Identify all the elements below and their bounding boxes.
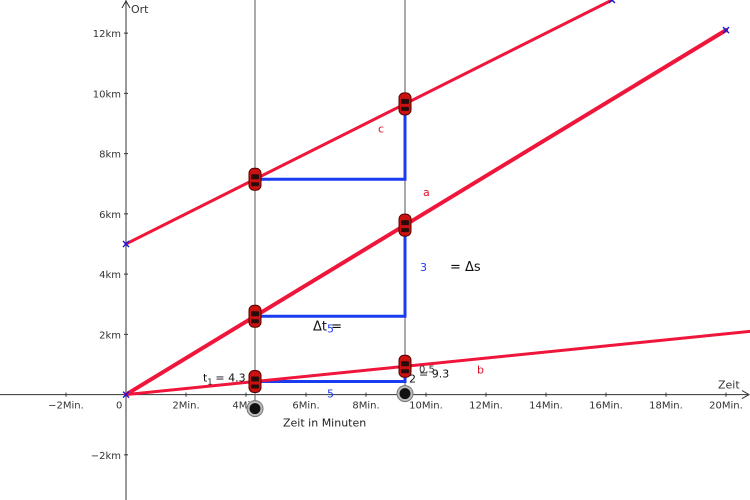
car-t1-c-icon: [248, 167, 262, 191]
end-point-c-icon: [608, 0, 616, 4]
line-a: [124, 28, 728, 397]
delta-t-label: Δt =: [313, 319, 342, 334]
line-labels: c a b: [378, 123, 484, 377]
y-tick-label: 2km: [99, 330, 121, 341]
start-point-c-icon: [122, 240, 130, 248]
motion-lines: [124, 0, 750, 397]
x-axis-arrow-icon: [741, 390, 750, 400]
car-window: [251, 174, 259, 180]
line-b: [124, 329, 750, 397]
y-tick-label: 12km: [93, 29, 121, 40]
car-t2-c-icon: [398, 92, 412, 116]
slope-triangle-c: [255, 103, 407, 181]
y-tick-label: 6km: [99, 210, 121, 221]
slider-t1-handle[interactable]: [246, 400, 264, 418]
small-delta-value: 0.5: [419, 365, 435, 376]
slope-triangles: [255, 103, 407, 384]
x-tick-label: 4Min.: [232, 401, 259, 412]
origin-label: 0: [116, 401, 122, 412]
car-window: [401, 220, 409, 226]
x-tick-label: 18Min.: [649, 401, 683, 412]
x-tick-label: 16Min.: [589, 401, 623, 412]
x-tick-label: 12Min.: [469, 401, 503, 412]
t1-label: t1 = 4.3: [203, 372, 246, 387]
delta-t-number: 5: [327, 322, 334, 335]
x-tick-label: 8Min.: [352, 401, 379, 412]
y-tick-label: 4km: [99, 270, 121, 281]
slider-knob: [249, 403, 261, 415]
x-tick-label: −2Min.: [48, 401, 84, 412]
car-window: [251, 376, 259, 382]
delta-t-number-bottom: 5: [327, 388, 334, 401]
car-rear-window: [251, 384, 259, 389]
car-t1-a-icon: [248, 304, 262, 328]
x-axis-label: Zeit: [718, 379, 740, 392]
t1-symbol: t: [203, 372, 208, 385]
slider-t2-handle[interactable]: [396, 385, 414, 403]
line-label-c: c: [378, 123, 384, 136]
y-axis-arrow-icon: [121, 0, 131, 9]
y-tick-label: 8km: [99, 150, 121, 161]
car-window: [401, 361, 409, 367]
y-tick-label: −2km: [91, 451, 121, 462]
y-axis-label: Ort: [131, 3, 149, 16]
slope-triangle-a: [255, 225, 407, 318]
car-t1-b-icon: [248, 370, 262, 394]
end-point-a-icon: [722, 26, 730, 34]
car-rear-window: [251, 319, 259, 324]
origin-point-icon: [122, 391, 130, 399]
line-label-a: a: [423, 186, 430, 199]
delta-s-number: 3: [420, 261, 427, 274]
car-rear-window: [401, 228, 409, 233]
slider-knob: [399, 388, 411, 400]
t2-subscript: 2: [409, 373, 416, 386]
t2-value: = 9.3: [419, 368, 449, 381]
delta-s-label: = Δs: [450, 260, 481, 275]
line-c: [124, 0, 614, 246]
car-t2-a-icon: [398, 213, 412, 237]
time-markers: [254, 0, 406, 409]
t1-subscript: 1: [207, 378, 212, 387]
y-tick-label: 10km: [93, 89, 121, 100]
x-tick-label: 2Min.: [172, 401, 199, 412]
line-label-b: b: [477, 363, 484, 376]
car-rear-window: [401, 369, 409, 374]
x-axis-caption: Zeit in Minuten: [283, 417, 366, 430]
car-window: [401, 98, 409, 104]
cars: [248, 92, 412, 394]
car-rear-window: [251, 182, 259, 187]
time-sliders[interactable]: [246, 385, 414, 418]
x-tick-label: 20Min.: [709, 401, 743, 412]
t1-value: = 4.3: [215, 372, 245, 385]
x-tick-label: 10Min.: [409, 401, 443, 412]
x-tick-label: 14Min.: [529, 401, 563, 412]
x-tick-label: 6Min.: [292, 401, 319, 412]
car-t2-b-icon: [398, 354, 412, 378]
car-window: [251, 311, 259, 317]
car-rear-window: [401, 106, 409, 111]
